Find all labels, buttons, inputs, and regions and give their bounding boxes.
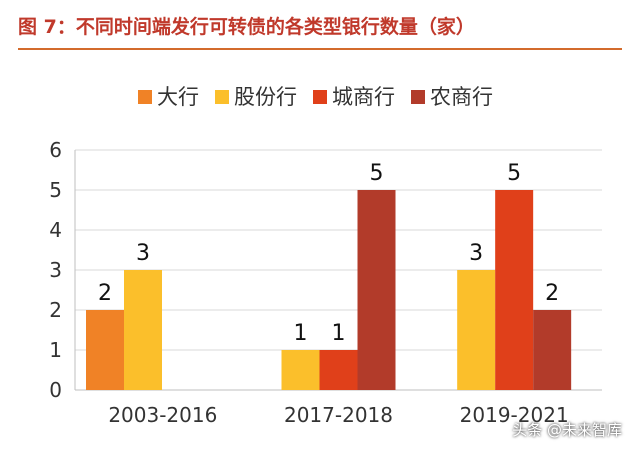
title-divider bbox=[18, 48, 622, 50]
data-label: 5 bbox=[370, 161, 384, 186]
legend-swatch-农商行 bbox=[411, 90, 425, 104]
bar-农商行-2019-2021 bbox=[533, 310, 572, 390]
bar-股份行-2019-2021 bbox=[457, 270, 496, 390]
y-tick-label: 5 bbox=[49, 178, 62, 202]
bar-股份行-2003-2016 bbox=[124, 270, 162, 390]
bar-农商行-2017-2018 bbox=[357, 190, 396, 390]
watermark: 头条 @未来智库 bbox=[512, 421, 622, 439]
y-tick-label: 4 bbox=[49, 218, 62, 242]
y-tick-label: 0 bbox=[49, 378, 62, 402]
x-tick-label: 2003-2016 bbox=[108, 403, 217, 427]
legend-label: 农商行 bbox=[430, 85, 493, 109]
data-label: 2 bbox=[545, 281, 559, 306]
legend-label: 大行 bbox=[157, 85, 199, 109]
data-label: 3 bbox=[136, 241, 150, 266]
y-tick-label: 1 bbox=[49, 338, 62, 362]
legend-swatch-股份行 bbox=[215, 90, 229, 104]
legend-swatch-城商行 bbox=[313, 90, 327, 104]
page-title: 图 7：不同时间端发行可转债的各类型银行数量（家） bbox=[18, 16, 475, 38]
legend-label: 股份行 bbox=[234, 85, 297, 109]
y-tick-label: 6 bbox=[49, 138, 62, 162]
bar-大行-2003-2016 bbox=[86, 310, 124, 390]
bar-股份行-2017-2018 bbox=[281, 350, 320, 390]
data-label: 1 bbox=[294, 321, 308, 346]
data-label: 5 bbox=[507, 161, 521, 186]
y-tick-label: 2 bbox=[49, 298, 62, 322]
legend-swatch-大行 bbox=[138, 90, 152, 104]
bar-城商行-2019-2021 bbox=[495, 190, 534, 390]
data-label: 3 bbox=[469, 241, 483, 266]
x-tick-label: 2019-2021 bbox=[460, 403, 569, 427]
data-label: 2 bbox=[98, 281, 112, 306]
y-tick-label: 3 bbox=[49, 258, 62, 282]
bar-城商行-2017-2018 bbox=[319, 350, 358, 390]
x-tick-label: 2017-2018 bbox=[284, 403, 393, 427]
legend-label: 城商行 bbox=[332, 85, 395, 109]
data-label: 1 bbox=[332, 321, 346, 346]
